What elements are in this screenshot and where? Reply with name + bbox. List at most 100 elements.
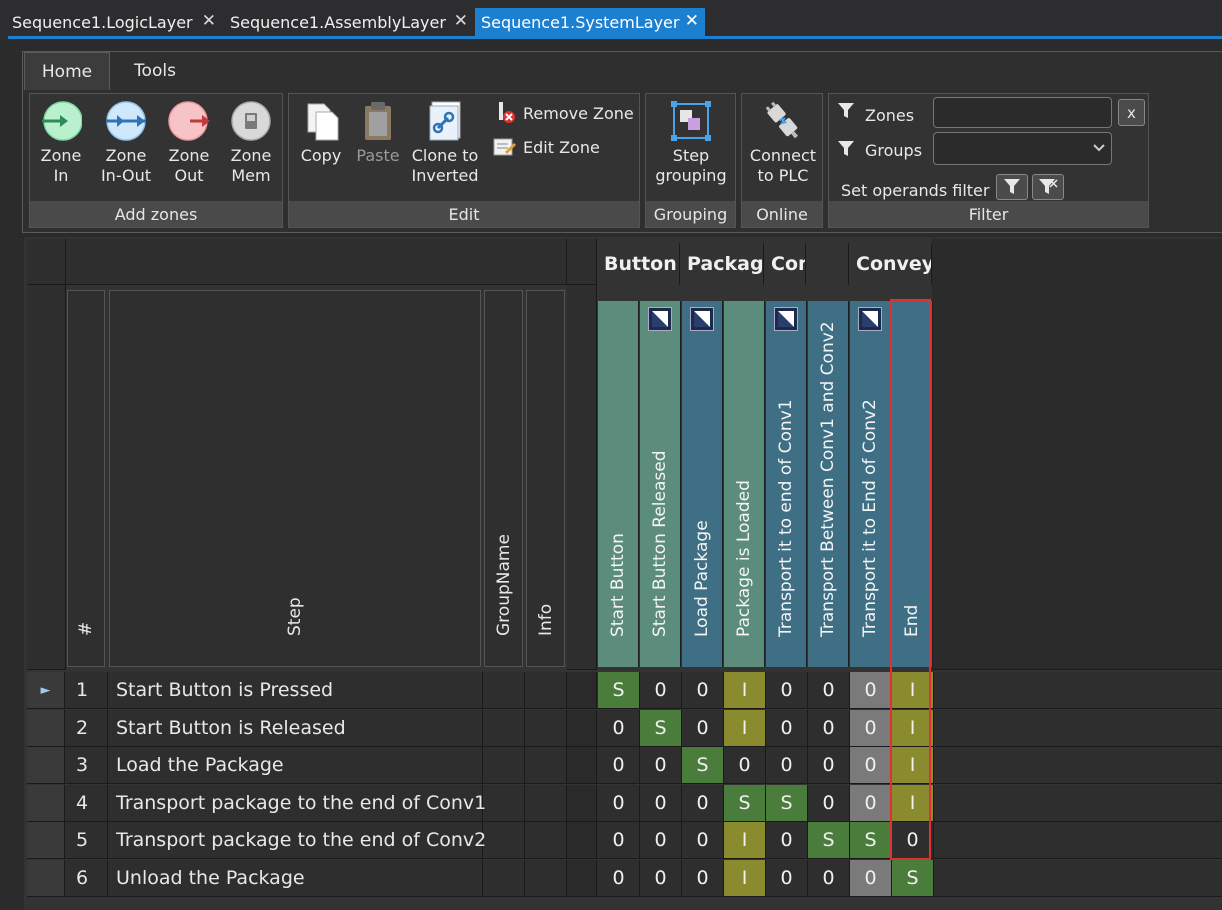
row-selector[interactable] [27, 710, 65, 746]
zone-value-cell[interactable]: I [724, 672, 766, 708]
zone-value-cell[interactable]: 0 [640, 785, 682, 821]
zone-header-8[interactable]: End [892, 301, 933, 667]
group-name-cell[interactable] [483, 860, 525, 896]
tab-system-layer[interactable]: Sequence1.SystemLayer ✕ [475, 8, 705, 36]
step-name[interactable]: Unload the Package [108, 860, 483, 896]
zone-value-cell[interactable]: I [892, 747, 934, 783]
ribbon-tab-tools[interactable]: Tools [134, 61, 176, 81]
info-cell[interactable] [525, 785, 567, 821]
ribbon-tab-home[interactable]: Home [24, 52, 110, 90]
step-name[interactable]: Transport package to the end of Conv2 [108, 822, 486, 858]
zone-header-2[interactable]: Start Button Released [640, 301, 681, 667]
row-selector[interactable] [27, 860, 65, 896]
column-header-step[interactable]: Step [109, 290, 481, 667]
table-row[interactable]: 4 Transport package to the end of Conv1 0 0… [27, 785, 1222, 822]
zone-value-cell[interactable]: S [640, 710, 682, 746]
column-header-info[interactable]: Info [526, 290, 565, 667]
info-cell[interactable] [525, 860, 567, 896]
table-row[interactable]: 5 Transport package to the end of Conv2 0 0… [27, 822, 1222, 859]
edit-zone-button[interactable]: Edit Zone [493, 136, 600, 158]
step-name[interactable]: Start Button is Released [108, 710, 483, 746]
zone-value-cell[interactable]: 0 [766, 710, 808, 746]
zone-in-out-button[interactable]: Zone In-Out [96, 100, 156, 186]
tab-logic-layer[interactable]: Sequence1.LogicLayer ✕ [0, 8, 222, 36]
zone-header-3[interactable]: Load Package [682, 301, 723, 667]
zone-mem-button[interactable]: Zone Mem [226, 100, 276, 186]
clone-to-inverted-button[interactable]: Clone to Inverted [409, 100, 481, 186]
row-selector[interactable] [27, 747, 65, 783]
close-icon[interactable]: ✕ [453, 11, 468, 31]
zone-in-button[interactable]: Zone In [36, 100, 86, 186]
step-name[interactable]: Transport package to the end of Conv1 [108, 785, 486, 821]
group-name-cell[interactable] [483, 785, 525, 821]
clear-zones-filter-button[interactable]: x [1118, 99, 1145, 126]
group-name-cell[interactable] [483, 747, 525, 783]
remove-zone-button[interactable]: Remove Zone [497, 102, 634, 124]
zone-value-cell[interactable]: I [892, 672, 934, 708]
apply-operands-filter-button[interactable] [996, 174, 1028, 200]
zone-value-cell[interactable]: 0 [766, 860, 808, 896]
zone-value-cell[interactable]: 0 [808, 747, 850, 783]
zone-value-cell[interactable]: 0 [598, 785, 640, 821]
zone-header-5[interactable]: Transport it to end of Conv1 [766, 301, 807, 667]
clear-operands-filter-button[interactable] [1032, 174, 1064, 200]
info-cell[interactable] [525, 710, 567, 746]
zone-value-cell[interactable]: S [808, 822, 850, 858]
zones-filter-input[interactable] [933, 97, 1112, 128]
close-icon[interactable]: ✕ [201, 11, 216, 31]
row-selector[interactable]: ► [27, 672, 65, 708]
zone-value-cell[interactable]: 0 [808, 785, 850, 821]
zone-header-1[interactable]: Start Button [598, 301, 639, 667]
zone-value-cell[interactable]: 0 [808, 860, 850, 896]
zone-value-cell[interactable]: 0 [682, 860, 724, 896]
column-header-number[interactable]: # [67, 290, 105, 667]
zone-value-cell[interactable]: 0 [766, 672, 808, 708]
group-name-cell[interactable] [483, 822, 525, 858]
zone-value-cell[interactable]: 0 [808, 672, 850, 708]
table-row[interactable]: ► 1 Start Button is Pressed S 0 0 I 0 0 0 I [27, 672, 1222, 709]
zone-value-cell[interactable]: S [892, 860, 934, 896]
step-grouping-button[interactable]: Step grouping [648, 100, 734, 186]
zone-out-button[interactable]: Zone Out [164, 100, 214, 186]
group-name-cell[interactable] [483, 672, 525, 708]
zone-value-cell[interactable]: S [724, 785, 766, 821]
zone-value-cell[interactable]: 0 [682, 710, 724, 746]
zone-value-cell[interactable]: 0 [640, 672, 682, 708]
zone-value-cell[interactable]: I [724, 860, 766, 896]
zone-value-cell[interactable]: I [892, 710, 934, 746]
zone-header-7[interactable]: Transport it to End of Conv2 [850, 301, 891, 667]
zone-value-cell[interactable]: I [892, 785, 934, 821]
close-icon[interactable]: ✕ [684, 11, 699, 31]
zone-header-4[interactable]: Package is Loaded [724, 301, 765, 667]
group-name-cell[interactable] [483, 710, 525, 746]
zone-value-cell[interactable]: 0 [640, 860, 682, 896]
zone-value-cell[interactable]: 0 [766, 822, 808, 858]
zone-value-cell[interactable]: 0 [598, 822, 640, 858]
zone-value-cell[interactable]: 0 [640, 747, 682, 783]
zone-value-cell[interactable]: 0 [850, 672, 892, 708]
connect-to-plc-button[interactable]: Connect to PLC [744, 100, 822, 186]
groups-filter-select[interactable] [933, 132, 1112, 165]
zone-value-cell[interactable]: 0 [598, 860, 640, 896]
copy-button[interactable]: Copy [295, 100, 347, 166]
row-selector[interactable] [27, 822, 65, 858]
zone-value-cell[interactable]: 0 [682, 785, 724, 821]
zone-value-cell[interactable]: S [598, 672, 640, 708]
zone-value-cell[interactable]: I [724, 822, 766, 858]
table-row[interactable]: 2 Start Button is Released 0 S 0 I 0 0 0 I [27, 710, 1222, 747]
zone-value-cell[interactable]: 0 [850, 710, 892, 746]
zone-header-6[interactable]: Transport Between Conv1 and Conv2 [808, 301, 849, 667]
info-cell[interactable] [525, 672, 567, 708]
step-name[interactable]: Load the Package [108, 747, 483, 783]
zone-value-cell[interactable]: 0 [850, 785, 892, 821]
zone-value-cell[interactable]: 0 [850, 747, 892, 783]
row-selector[interactable] [27, 785, 65, 821]
column-header-groupname[interactable]: GroupName [484, 290, 523, 667]
zone-value-cell[interactable]: 0 [682, 822, 724, 858]
info-cell[interactable] [525, 822, 567, 858]
zone-value-cell[interactable]: 0 [892, 822, 934, 858]
zone-value-cell[interactable]: 0 [724, 747, 766, 783]
table-row[interactable]: 3 Load the Package 0 0 S 0 0 0 0 I [27, 747, 1222, 784]
info-cell[interactable] [525, 747, 567, 783]
zone-value-cell[interactable]: S [850, 822, 892, 858]
